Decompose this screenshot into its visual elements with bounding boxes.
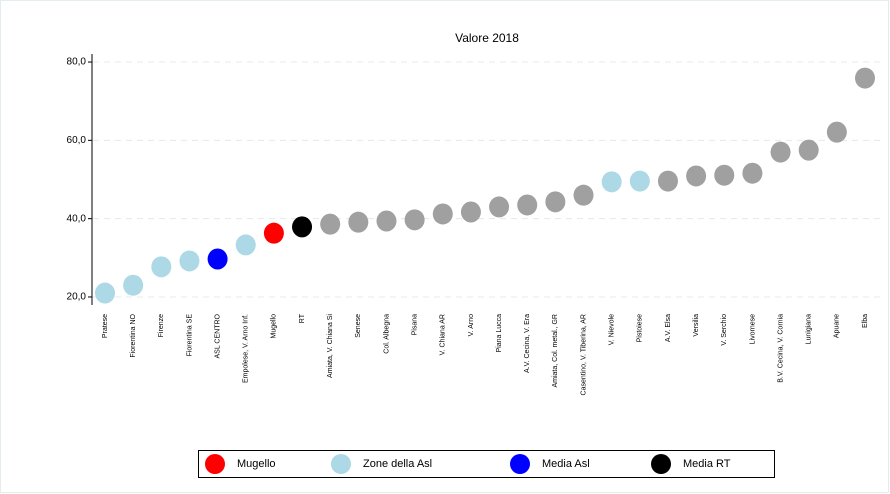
x-tick-label: A.V. Cecina, V. Era: [524, 314, 531, 373]
dot: [686, 165, 707, 187]
x-tick-label: Versilia: [693, 314, 700, 337]
legend-marker: [331, 454, 351, 474]
x-tick-label: ASL CENTRO: [214, 313, 221, 358]
dot: [855, 67, 875, 89]
dot: [432, 203, 453, 225]
y-tick-label: 60,0: [67, 135, 87, 146]
x-tick-label: Pistoiese: [637, 314, 644, 343]
x-tick-label: Col. Albegna: [383, 314, 390, 354]
legend-label: Media RT: [683, 458, 731, 470]
x-tick-label: B.V. Cecina, V. Cornia: [777, 314, 784, 383]
dot: [320, 213, 341, 235]
dot: [489, 196, 510, 218]
x-tick-label: Amiata, Col. metal., GR: [552, 314, 559, 388]
dot: [629, 170, 650, 192]
dot: [263, 222, 284, 244]
legend-label: Zone della Asl: [363, 458, 432, 470]
dot: [657, 170, 678, 192]
dot: [151, 256, 172, 278]
x-tick-label: Lunigiana: [806, 314, 813, 344]
dot: [404, 209, 425, 231]
dot: [95, 282, 115, 304]
dot: [601, 171, 622, 193]
x-tick-label: Mugello: [271, 314, 278, 339]
x-tick-label: Amiata, V. Chiana Si: [327, 314, 334, 378]
dot: [798, 139, 819, 161]
legend-marker: [651, 454, 671, 474]
y-tick-label: 20,0: [67, 292, 87, 303]
x-tick-label: Fiorentina SE: [186, 314, 193, 357]
dot: [207, 248, 228, 270]
x-tick-label: V. Arno: [468, 314, 475, 336]
dot: [348, 211, 369, 233]
x-tick-label: Piana Lucca: [496, 314, 503, 353]
dot: [573, 184, 594, 206]
dot: [714, 164, 735, 186]
y-tick-label: 80,0: [67, 57, 87, 68]
x-tick-label: Empolese, V. Arno Inf.: [243, 314, 250, 383]
dot: [460, 201, 481, 223]
y-tick-label: 40,0: [67, 213, 87, 224]
dot: [376, 210, 397, 232]
x-tick-label: A.V. Elsa: [665, 314, 672, 342]
x-tick-label: Elba: [862, 314, 869, 328]
dot: [826, 121, 847, 143]
x-tick-label: RT: [299, 313, 306, 323]
x-tick-label: Senese: [355, 314, 362, 338]
chart-title: Valore 2018: [455, 31, 519, 45]
dot: [292, 216, 313, 238]
x-tick-label: Casentino, V. Tiberina, AR: [580, 314, 587, 395]
dot: [770, 141, 791, 163]
dot: [517, 194, 538, 216]
legend-box: [198, 450, 775, 478]
legend-label: Mugello: [237, 458, 276, 470]
dot: [123, 274, 144, 296]
dot: [235, 234, 256, 256]
x-tick-label: Firenze: [158, 314, 165, 337]
legend-marker: [510, 454, 530, 474]
x-tick-label: Livornese: [749, 314, 756, 344]
legend-label: Media Asl: [542, 458, 590, 470]
x-tick-label: V. Chiana AR: [440, 314, 447, 355]
x-tick-label: Fiorentina NO: [130, 313, 137, 357]
x-tick-label: Pratese: [102, 314, 109, 338]
legend-marker: [205, 454, 225, 474]
dot: [742, 162, 763, 184]
dot: [545, 191, 566, 213]
x-tick-label: V. Nievole: [609, 314, 616, 345]
x-tick-label: Apuane: [834, 314, 841, 338]
x-tick-label: Pisana: [411, 314, 418, 336]
x-tick-label: V. Serchio: [721, 314, 728, 346]
dot: [179, 250, 200, 272]
